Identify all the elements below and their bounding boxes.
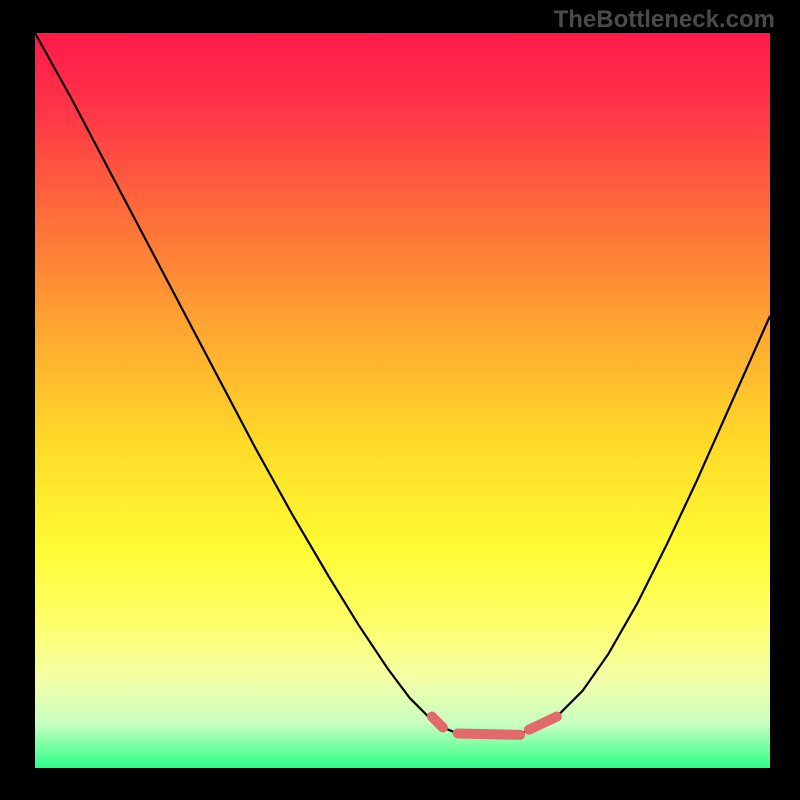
highlight-segment: [432, 717, 443, 728]
highlight-group: [432, 717, 557, 735]
watermark-text: TheBottleneck.com: [554, 6, 775, 34]
highlight-segment: [529, 717, 557, 730]
bottleneck-curve: [35, 33, 770, 736]
curve-layer: [35, 33, 770, 768]
plot-area: [35, 33, 770, 768]
highlight-segment: [458, 733, 520, 734]
chart-container: TheBottleneck.com: [0, 0, 800, 800]
